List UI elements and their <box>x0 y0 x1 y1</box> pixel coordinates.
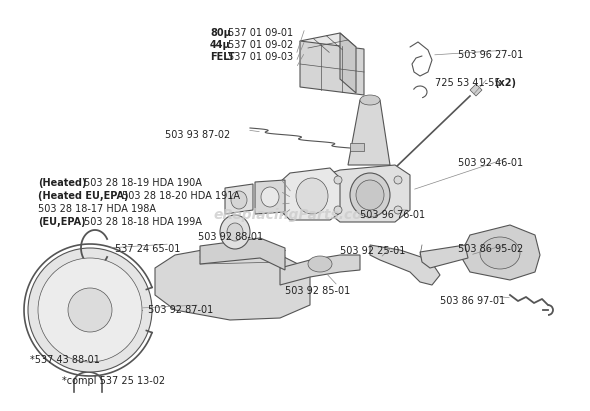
Text: 44μ: 44μ <box>210 40 231 50</box>
Text: 537 01 09-01: 537 01 09-01 <box>228 28 293 38</box>
Ellipse shape <box>480 237 520 269</box>
Text: 503 28 18-17 HDA 198A: 503 28 18-17 HDA 198A <box>38 204 156 214</box>
Polygon shape <box>460 225 540 280</box>
Circle shape <box>334 206 342 214</box>
Text: 725 53 41-55: 725 53 41-55 <box>435 78 504 88</box>
Text: 503 96 27-01: 503 96 27-01 <box>458 50 523 60</box>
Circle shape <box>38 258 142 362</box>
Ellipse shape <box>231 191 247 209</box>
Text: 503 92 87-01: 503 92 87-01 <box>148 305 213 315</box>
Polygon shape <box>200 238 285 270</box>
Text: 503 28 18-18 HDA 199A: 503 28 18-18 HDA 199A <box>84 217 202 227</box>
Polygon shape <box>300 41 364 95</box>
Text: 503 92 25-01: 503 92 25-01 <box>340 246 405 256</box>
Circle shape <box>394 176 402 184</box>
Text: 503 28 18-19 HDA 190A: 503 28 18-19 HDA 190A <box>84 178 202 188</box>
Ellipse shape <box>360 95 380 105</box>
Polygon shape <box>280 255 360 285</box>
Text: 537 01 09-03: 537 01 09-03 <box>228 52 293 62</box>
Text: 503 92 46-01: 503 92 46-01 <box>458 158 523 168</box>
Polygon shape <box>420 245 468 268</box>
Text: 503 96 76-01: 503 96 76-01 <box>360 210 425 220</box>
Polygon shape <box>348 100 390 165</box>
Text: eReplacingParts.com: eReplacingParts.com <box>214 208 376 222</box>
Text: 503 93 87-02: 503 93 87-02 <box>165 130 230 140</box>
Text: 503 92 88-01: 503 92 88-01 <box>198 232 263 242</box>
Text: 503 92 85-01: 503 92 85-01 <box>285 286 350 296</box>
Text: 503 86 95-02: 503 86 95-02 <box>458 244 523 254</box>
Polygon shape <box>370 245 440 285</box>
Bar <box>350 143 364 151</box>
Ellipse shape <box>350 173 390 217</box>
Ellipse shape <box>308 256 332 272</box>
Text: 537 01 09-02: 537 01 09-02 <box>228 40 293 50</box>
Text: (x2): (x2) <box>494 78 516 88</box>
Polygon shape <box>225 184 253 214</box>
Circle shape <box>394 206 402 214</box>
Polygon shape <box>155 245 310 320</box>
Text: FELT: FELT <box>210 52 235 62</box>
Text: 80μ: 80μ <box>210 28 231 38</box>
Polygon shape <box>255 180 285 214</box>
Text: 503 28 18-20 HDA 191A: 503 28 18-20 HDA 191A <box>122 191 240 201</box>
Text: (Heated): (Heated) <box>38 178 87 188</box>
Ellipse shape <box>220 215 250 249</box>
Text: 503 86 97-01: 503 86 97-01 <box>440 296 505 306</box>
Text: 537 24 65-01: 537 24 65-01 <box>115 244 181 254</box>
Text: (Heated EU,EPA): (Heated EU,EPA) <box>38 191 129 201</box>
Circle shape <box>68 288 112 332</box>
Ellipse shape <box>296 178 328 214</box>
Text: (EU,EPA): (EU,EPA) <box>38 217 86 227</box>
Polygon shape <box>325 165 410 222</box>
Ellipse shape <box>261 187 279 207</box>
Circle shape <box>334 176 342 184</box>
Text: *compl 537 25 13-02: *compl 537 25 13-02 <box>62 376 165 386</box>
Polygon shape <box>280 168 340 220</box>
Polygon shape <box>300 33 356 55</box>
Ellipse shape <box>227 223 243 241</box>
Ellipse shape <box>356 180 384 210</box>
Polygon shape <box>470 84 482 96</box>
Text: *537 43 88-01: *537 43 88-01 <box>30 355 100 365</box>
Polygon shape <box>340 33 356 93</box>
Circle shape <box>28 248 152 372</box>
